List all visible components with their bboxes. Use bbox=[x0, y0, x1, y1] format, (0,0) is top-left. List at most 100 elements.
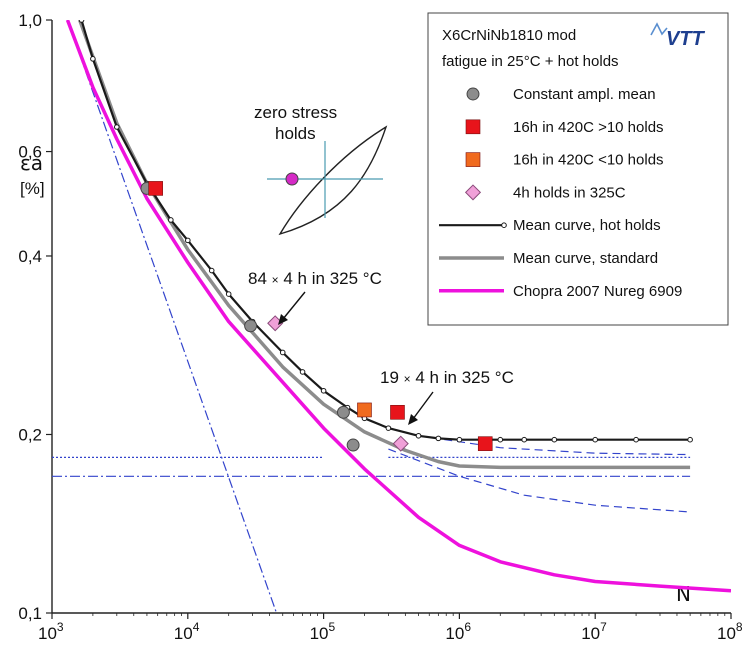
curve-point bbox=[168, 217, 174, 223]
curve-point bbox=[551, 436, 558, 443]
curve-point bbox=[208, 267, 215, 274]
legend-entries: Constant ampl. mean 16h in 420C >10 holds… bbox=[439, 86, 682, 300]
data-point bbox=[346, 438, 360, 452]
y-ticks: 0,1 0,2 0,4 0,6 1,0 bbox=[18, 11, 52, 623]
inset-label-line2: holds bbox=[275, 124, 316, 143]
data-point bbox=[477, 436, 493, 451]
curve-point bbox=[592, 436, 599, 443]
curve-point bbox=[113, 124, 120, 130]
legend-label: Chopra 2007 Nureg 6909 bbox=[513, 283, 682, 300]
x-tick-exponent: 8 bbox=[736, 620, 743, 634]
curve-point bbox=[633, 436, 639, 443]
x-tick-label: 107 bbox=[581, 620, 607, 643]
legend-title-line1: X6CrNiNb1810 mod bbox=[442, 27, 576, 44]
curve-point bbox=[521, 436, 527, 443]
curve-point bbox=[415, 432, 422, 439]
x-tick-label: 105 bbox=[310, 620, 336, 643]
x-tick-base: 10 bbox=[174, 624, 193, 643]
x-tick-label: 108 bbox=[717, 620, 743, 643]
y-axis-unit: [%] bbox=[20, 179, 45, 198]
data-point bbox=[244, 319, 258, 333]
x-tick-base: 10 bbox=[310, 624, 329, 643]
curve-point bbox=[687, 436, 693, 443]
hold-point bbox=[285, 172, 299, 186]
legend-label: Constant ampl. mean bbox=[513, 86, 656, 103]
y-tick-label: 0,1 bbox=[18, 604, 42, 623]
annotation-84-arrow bbox=[282, 291, 306, 320]
annotation-84-holds: 84 × 4 h in 325 °C bbox=[248, 269, 382, 325]
annotation-19-arrowhead bbox=[408, 414, 418, 425]
legend-label: Mean curve, standard bbox=[513, 250, 658, 267]
x-tick-exponent: 5 bbox=[329, 620, 336, 634]
x-ticks: 103 104 105 106 107 108 bbox=[38, 613, 743, 643]
legend-label: 16h in 420C <10 holds bbox=[513, 152, 664, 169]
legend-box bbox=[427, 12, 729, 326]
annotation-84-arrowhead bbox=[278, 314, 288, 325]
curve-point bbox=[435, 435, 442, 442]
y-tick-label: 0,4 bbox=[18, 247, 42, 266]
legend-title-line2: fatigue in 25°C + hot holds bbox=[442, 53, 619, 70]
curve-point bbox=[497, 436, 504, 443]
annotation-84-count: 84 bbox=[248, 269, 272, 288]
legend-marker bbox=[465, 152, 481, 167]
annotation-19-rest: 4 h in 325 °C bbox=[411, 368, 514, 387]
data-point bbox=[336, 405, 350, 419]
hysteresis-loop bbox=[278, 125, 388, 236]
curve-point bbox=[320, 387, 327, 394]
inset-label-line1: zero stress bbox=[254, 103, 337, 122]
annotation-19-arrow bbox=[412, 391, 434, 420]
annotation-84-times: × bbox=[272, 273, 279, 287]
x-tick-exponent: 7 bbox=[600, 620, 607, 634]
legend-marker bbox=[465, 119, 481, 135]
annotation-19-holds: 19 × 4 h in 325 °C bbox=[380, 368, 514, 425]
annotation-84-rest: 4 h in 325 °C bbox=[279, 269, 382, 288]
zero-stress-inset: zero stress holds bbox=[254, 103, 388, 236]
svg-text:84 × 4 h in 325 °C: 84 × 4 h in 325 °C bbox=[248, 269, 382, 288]
curve-line bbox=[65, 20, 731, 593]
x-tick-base: 10 bbox=[445, 624, 464, 643]
curve-point bbox=[90, 56, 96, 62]
curve-point bbox=[299, 369, 306, 375]
legend-label: Mean curve, hot holds bbox=[513, 217, 661, 234]
y-tick-label: 0,6 bbox=[18, 143, 42, 162]
legend-marker bbox=[466, 87, 480, 101]
x-tick-base: 10 bbox=[581, 624, 600, 643]
x-tick-exponent: 6 bbox=[464, 620, 471, 634]
annotation-19-count: 19 bbox=[380, 368, 404, 387]
annotation-19-times: × bbox=[404, 372, 411, 386]
data-point bbox=[148, 181, 163, 196]
x-tick-base: 10 bbox=[717, 624, 736, 643]
reference-line bbox=[388, 448, 691, 513]
axes bbox=[51, 20, 731, 614]
curve-point bbox=[185, 237, 191, 244]
x-tick-label: 104 bbox=[174, 620, 200, 643]
curve-point bbox=[385, 425, 392, 431]
legend: X6CrNiNb1810 mod fatigue in 25°C + hot h… bbox=[427, 12, 729, 326]
curve-point bbox=[279, 349, 286, 356]
x-tick-label: 103 bbox=[38, 620, 64, 643]
vtt-logo-text: VTT bbox=[666, 28, 706, 50]
curve-point bbox=[456, 436, 463, 443]
y-axis-label: εa bbox=[20, 151, 43, 175]
data-point bbox=[390, 404, 405, 420]
vtt-logo-mark bbox=[650, 22, 668, 36]
data-markers bbox=[140, 181, 493, 452]
legend-marker bbox=[464, 184, 482, 201]
svg-text:19 × 4 h in 325 °C: 19 × 4 h in 325 °C bbox=[380, 368, 514, 387]
legend-label: 16h in 420C >10 holds bbox=[513, 119, 664, 136]
vtt-logo: VTT bbox=[650, 22, 706, 50]
x-tick-exponent: 4 bbox=[193, 620, 200, 634]
curve-point bbox=[225, 291, 232, 297]
y-tick-label: 0,2 bbox=[18, 425, 42, 444]
x-tick-base: 10 bbox=[38, 624, 57, 643]
curve-point bbox=[78, 20, 85, 23]
x-tick-exponent: 3 bbox=[57, 620, 64, 634]
x-tick-label: 106 bbox=[445, 620, 471, 643]
reference-line bbox=[66, 20, 278, 613]
legend-line-marker bbox=[501, 222, 507, 228]
legend-label: 4h holds in 325C bbox=[513, 184, 626, 201]
y-tick-label: 1,0 bbox=[18, 11, 42, 30]
data-point bbox=[357, 402, 372, 418]
data-point bbox=[392, 435, 409, 452]
